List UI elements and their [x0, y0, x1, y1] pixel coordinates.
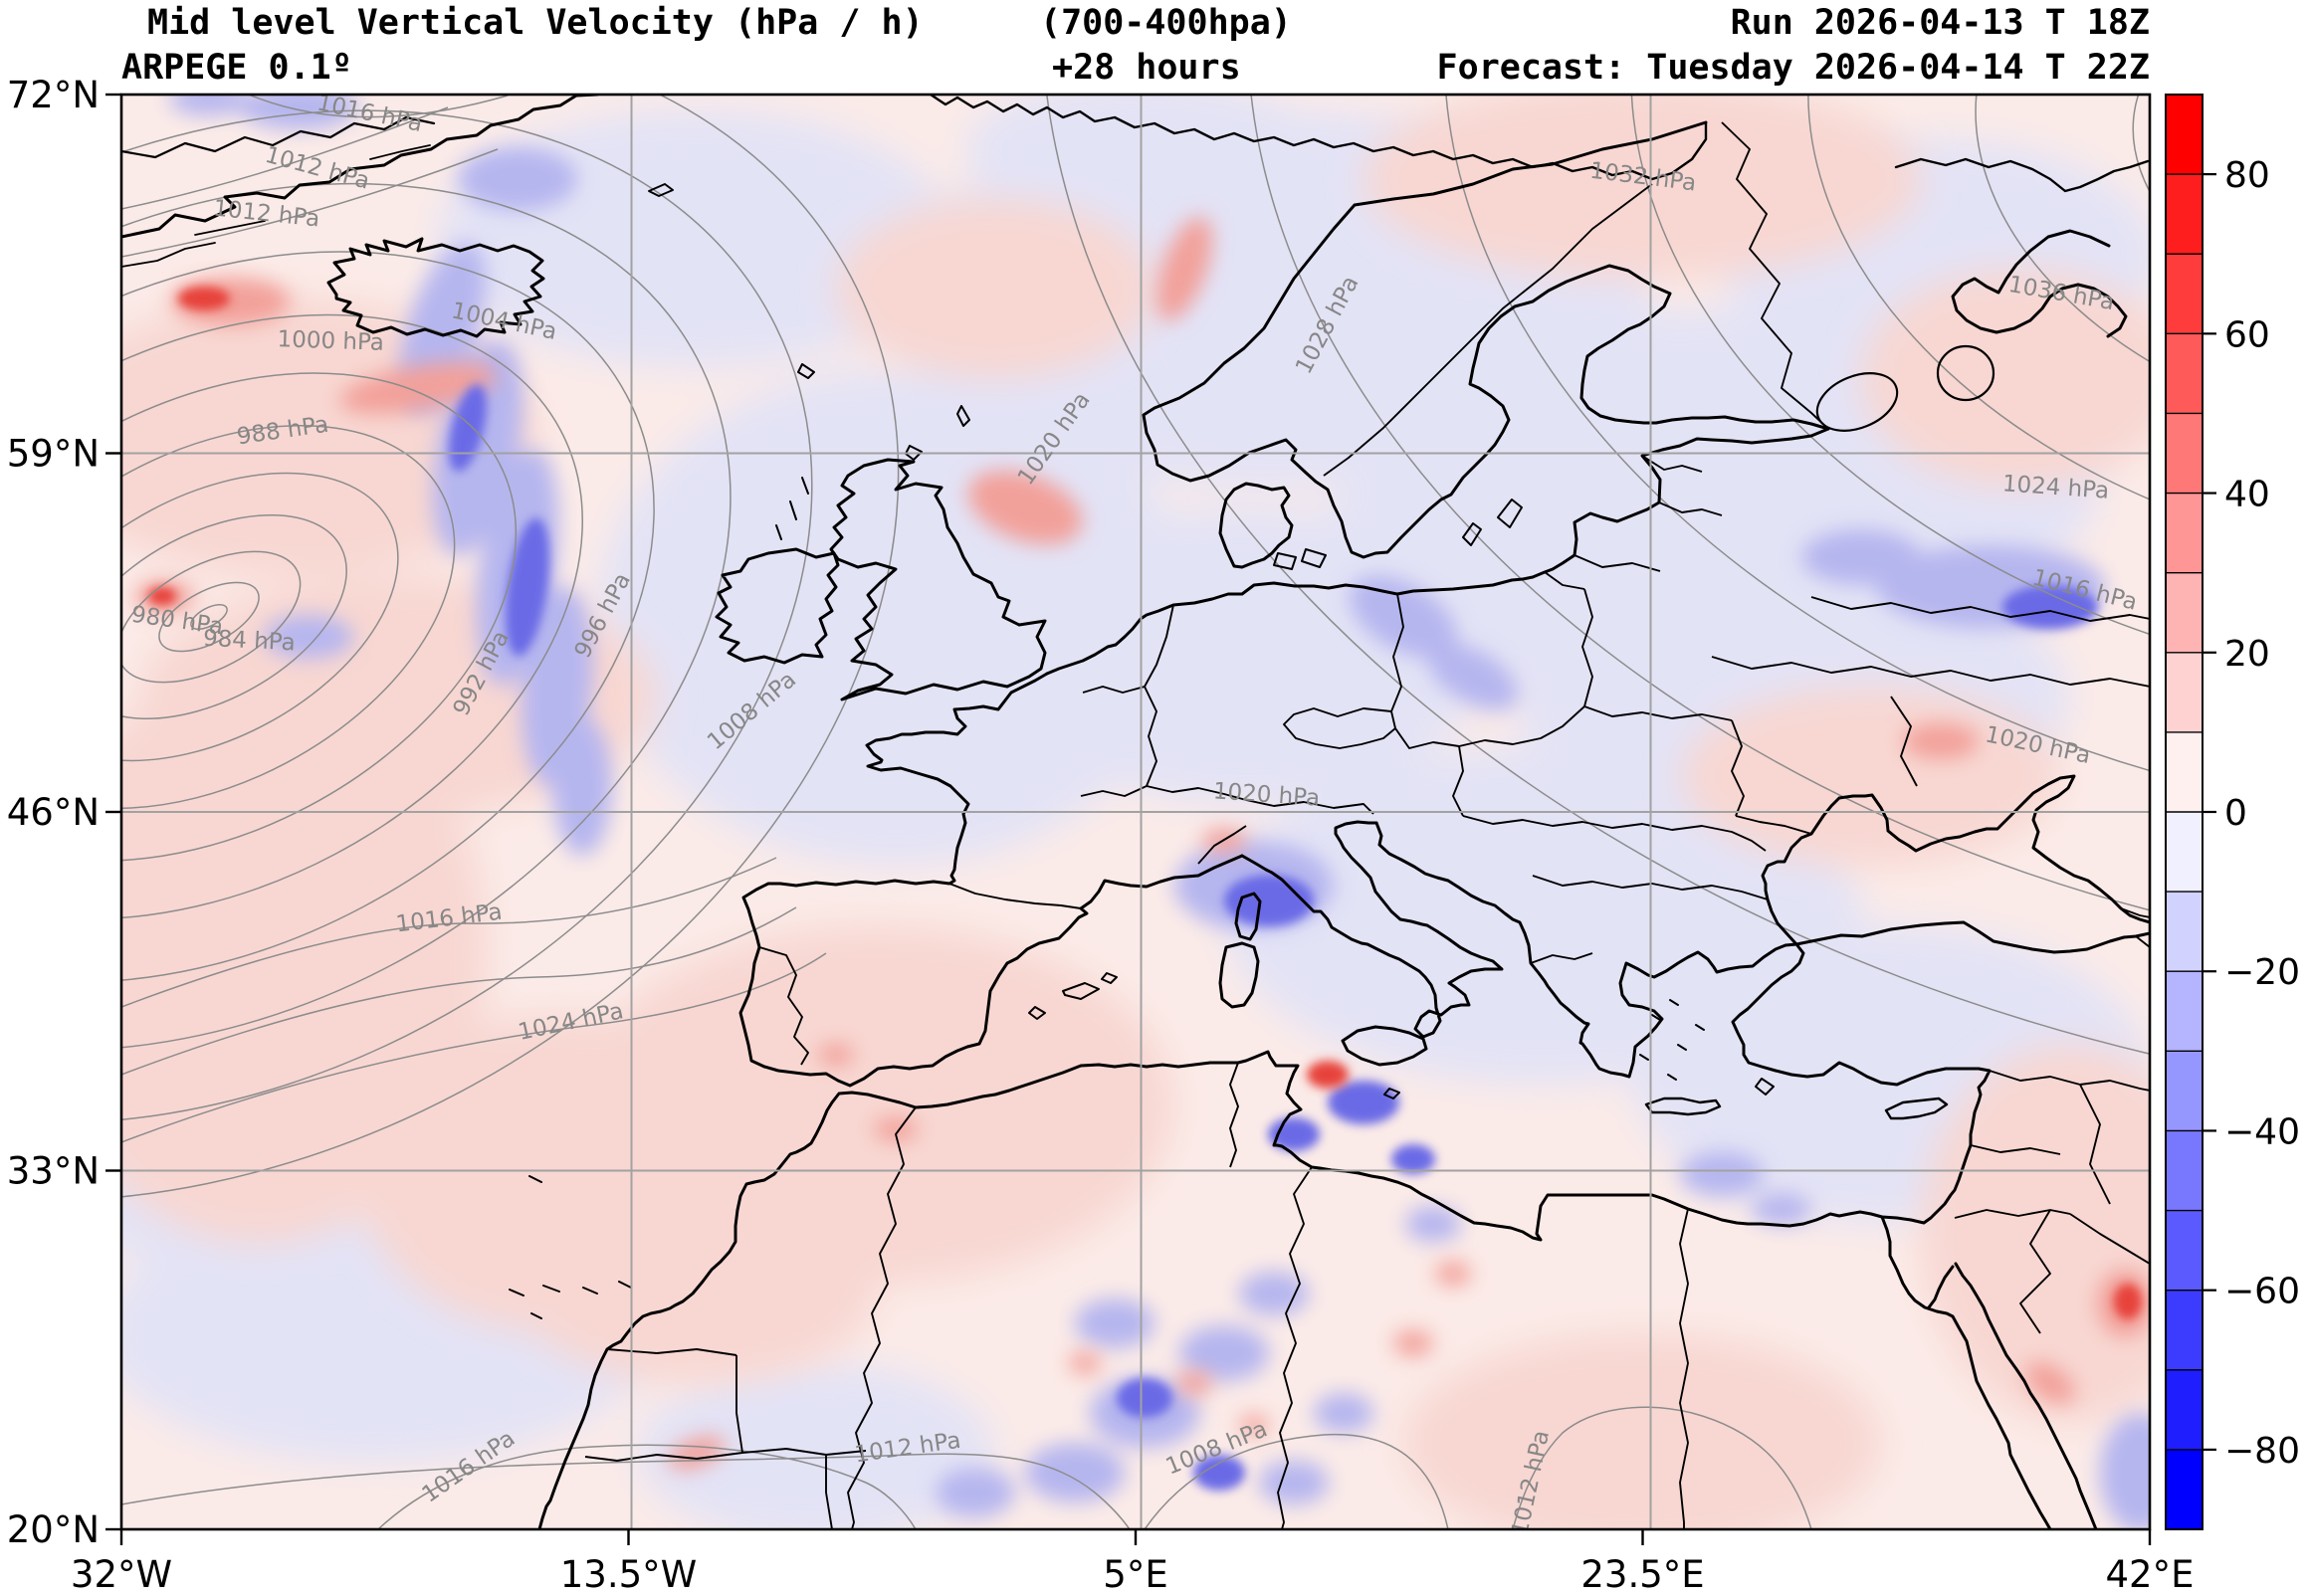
- colorbar-tick-label: 0: [2224, 793, 2247, 834]
- colorbar-segment: [2166, 812, 2203, 893]
- colorbar: 80 60 40 20 0 −20 −40 −60 −80: [2165, 94, 2300, 1530]
- country-borders: [584, 121, 2150, 1529]
- lon-tick-label: 23.5°E: [1580, 1553, 1704, 1596]
- colorbar-tick-label: −20: [2224, 952, 2300, 993]
- lon-tick-label: 13.5°W: [560, 1553, 697, 1596]
- lon-tick-label: 5°E: [1103, 1553, 1167, 1596]
- colorbar-segment: [2166, 95, 2203, 175]
- page-title: Mid level Vertical Velocity (hPa / h): [147, 3, 924, 43]
- axis-labels: 72°N 59°N 46°N 33°N 20°N32°W 13.5°W 5°E 23.5°E 4…: [7, 74, 2195, 1596]
- forecast-label: Forecast: Tuesday 2026-04-14 T 22Z: [1436, 48, 2150, 88]
- colorbar-segment: [2166, 174, 2203, 255]
- lat-tick-label: 72°N: [7, 74, 100, 116]
- axis-ticks: [105, 93, 2152, 1545]
- run-label: Run 2026-04-13 T 18Z: [1730, 3, 2150, 43]
- colorbar-segment: [2166, 731, 2203, 813]
- model-label: ARPEGE 0.1º: [121, 48, 352, 88]
- lat-tick-label: 33°N: [7, 1150, 100, 1193]
- colorbar-tick-label: −40: [2224, 1111, 2300, 1152]
- strong-ascent-blobs: [148, 287, 2142, 1319]
- lon-tick-label: 42°E: [2106, 1553, 2195, 1596]
- lead-time-label: +28 hours: [1052, 48, 1241, 88]
- lat-tick-label: 59°N: [7, 433, 100, 476]
- colorbar-segment: [2166, 254, 2203, 334]
- lon-tick-label: 32°W: [71, 1553, 172, 1596]
- isobar-label: 984 hPa: [202, 626, 296, 657]
- colorbar-segment: [2166, 1369, 2203, 1451]
- colorbar-segment: [2166, 493, 2203, 574]
- graticule: [121, 95, 2150, 1529]
- lat-tick-label: 46°N: [7, 791, 100, 834]
- colorbar-segment: [2166, 413, 2203, 495]
- isobar-contours: [121, 95, 2150, 1529]
- colorbar-tick-label: −60: [2224, 1272, 2300, 1312]
- colorbar-segment: [2166, 1130, 2203, 1212]
- colorbar-segment: [2166, 971, 2203, 1052]
- colorbar-segment: [2166, 1449, 2203, 1530]
- colorbar-segment: [2166, 892, 2203, 972]
- colorbar-tick-label: 40: [2224, 475, 2270, 515]
- colorbar-segment: [2166, 1051, 2203, 1131]
- colorbar-segment: [2166, 572, 2203, 654]
- colorbar-segment: [2166, 333, 2203, 414]
- colorbar-tick-label: −80: [2224, 1431, 2300, 1472]
- title-layer: (700-400hpa): [1040, 3, 1292, 43]
- colorbar-segment: [2166, 652, 2203, 733]
- colorbar-tick-label: 80: [2224, 155, 2270, 196]
- colorbar-tick-label: 20: [2224, 634, 2270, 675]
- isobar-label: 1000 hPa: [277, 326, 384, 356]
- colorbar-segment: [2166, 1290, 2203, 1371]
- colorbar-tick-label: 60: [2224, 314, 2270, 355]
- coastlines: [121, 95, 2150, 1529]
- colorbar-segment: [2166, 1210, 2203, 1292]
- lat-tick-label: 20°N: [7, 1508, 100, 1551]
